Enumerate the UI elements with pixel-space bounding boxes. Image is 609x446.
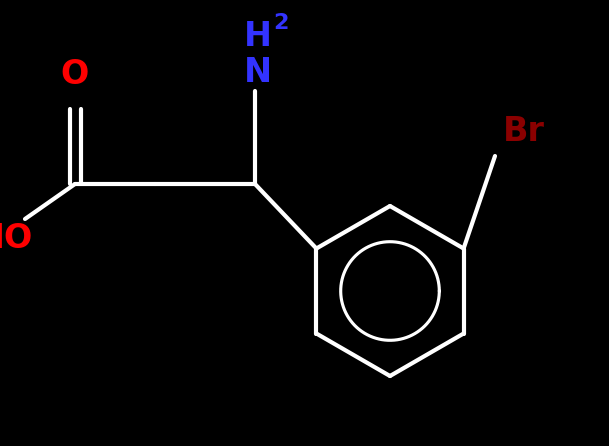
Text: Br: Br [503,115,545,148]
Text: H: H [244,20,272,53]
Text: 2: 2 [273,13,289,33]
Text: O: O [61,58,89,91]
Text: HO: HO [0,222,33,255]
Text: N: N [244,57,272,90]
